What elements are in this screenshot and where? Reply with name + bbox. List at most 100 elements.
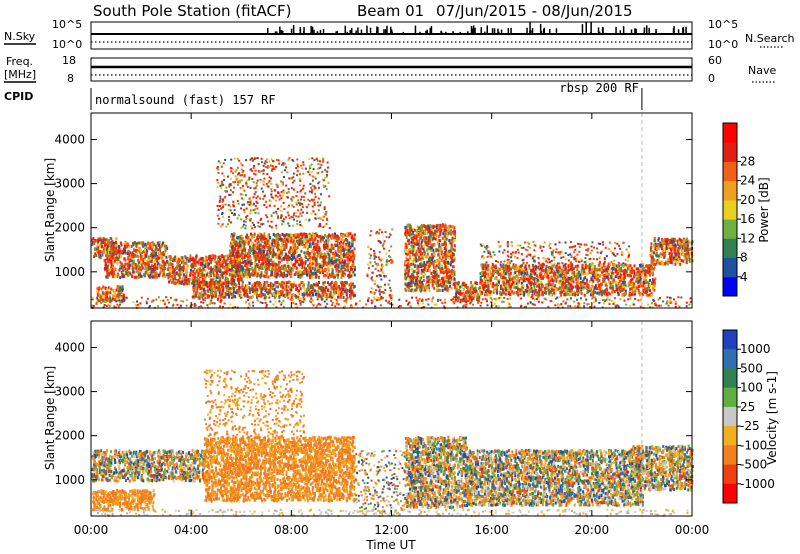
power-cell (255, 200, 258, 203)
power-cell (175, 271, 178, 275)
power-cell (239, 187, 242, 189)
power-cell (453, 233, 456, 237)
power-cell (256, 254, 259, 258)
power-cell (420, 240, 423, 244)
power-cell (286, 238, 288, 242)
power-cell (324, 288, 327, 292)
power-cell (432, 248, 435, 252)
nsky-bar (540, 30, 543, 34)
power-cell (275, 268, 278, 272)
power-cell (312, 168, 315, 171)
power-cell (420, 268, 423, 272)
power-cell (101, 253, 104, 257)
power-cell (138, 264, 141, 268)
power-cell (285, 255, 288, 259)
power-cell (311, 232, 314, 236)
power-cell (168, 263, 170, 267)
power-cell (133, 264, 136, 268)
power-cell (310, 212, 313, 215)
power-cell (244, 227, 247, 230)
power-cell (452, 269, 455, 273)
nsky-bar (351, 28, 353, 34)
power-cell (340, 286, 343, 290)
power-cell (316, 167, 319, 170)
power-cell (275, 269, 278, 273)
power-cell (428, 277, 431, 281)
power-cell (410, 284, 413, 288)
power-cell (293, 212, 296, 215)
power-cell (270, 273, 273, 277)
power-cell (326, 161, 329, 164)
power-cell (254, 257, 257, 261)
power-cell (180, 258, 183, 262)
power-cell (292, 160, 295, 163)
freq-panel: Freq. [MHz] 18 8 60 0 Nave (4, 54, 776, 85)
power-cell (291, 196, 294, 198)
power-cell (404, 269, 407, 273)
power-cell (243, 242, 246, 246)
power-cell (204, 279, 207, 283)
power-cell (352, 238, 355, 242)
power-cell (107, 267, 110, 271)
power-cell (290, 288, 293, 292)
power-cell (275, 234, 278, 238)
power-cell (429, 240, 431, 244)
power-cell (191, 277, 194, 281)
power-cell (314, 271, 317, 275)
power-cell (198, 282, 201, 286)
power-cell (178, 268, 181, 271)
power-cell (314, 177, 317, 180)
power-cell (248, 267, 251, 271)
power-cell (224, 158, 227, 161)
power-cell (347, 232, 350, 236)
power-cell (239, 290, 242, 294)
power-cell (262, 169, 265, 172)
power-cell (106, 295, 109, 299)
power-cell (408, 283, 411, 287)
power-cell (279, 289, 282, 293)
power-cell (143, 250, 145, 254)
power-cell (252, 158, 255, 161)
power-cell (299, 220, 301, 223)
power-cell (291, 246, 294, 250)
power-cell (268, 249, 271, 252)
power-cell (227, 288, 230, 292)
power-cell (302, 195, 305, 198)
power-cell (381, 231, 383, 234)
power-cell (259, 286, 262, 290)
power-cell (303, 245, 306, 249)
power-cell (352, 293, 355, 297)
power-cell (391, 228, 394, 231)
power-cell (253, 273, 256, 277)
power-cell (240, 277, 243, 281)
power-cell (413, 257, 416, 261)
power-cell (237, 183, 239, 186)
power-cell (428, 228, 431, 232)
power-cell (449, 252, 452, 255)
power-cell (256, 241, 259, 245)
power-cell (336, 241, 339, 245)
power-cell (435, 259, 438, 263)
power-cell (289, 281, 292, 285)
power-cell (299, 204, 301, 207)
power-cell (270, 177, 272, 180)
power-cell (440, 258, 443, 262)
power-cell (309, 238, 312, 242)
power-cell (262, 172, 265, 175)
power-cell (349, 295, 352, 299)
power-cell (293, 255, 296, 259)
power-cell (231, 265, 234, 269)
power-cell (324, 185, 327, 188)
power-cell (199, 287, 202, 291)
power-cell (221, 172, 224, 175)
power-cell (279, 194, 282, 197)
power-cell (320, 235, 323, 239)
nsky-bar (311, 26, 314, 34)
power-cell (220, 184, 223, 187)
power-cell (221, 182, 224, 185)
power-cell (296, 239, 298, 243)
power-cell (272, 211, 275, 214)
power-cell (408, 238, 410, 242)
power-cell (412, 274, 414, 278)
power-cell (423, 261, 426, 265)
